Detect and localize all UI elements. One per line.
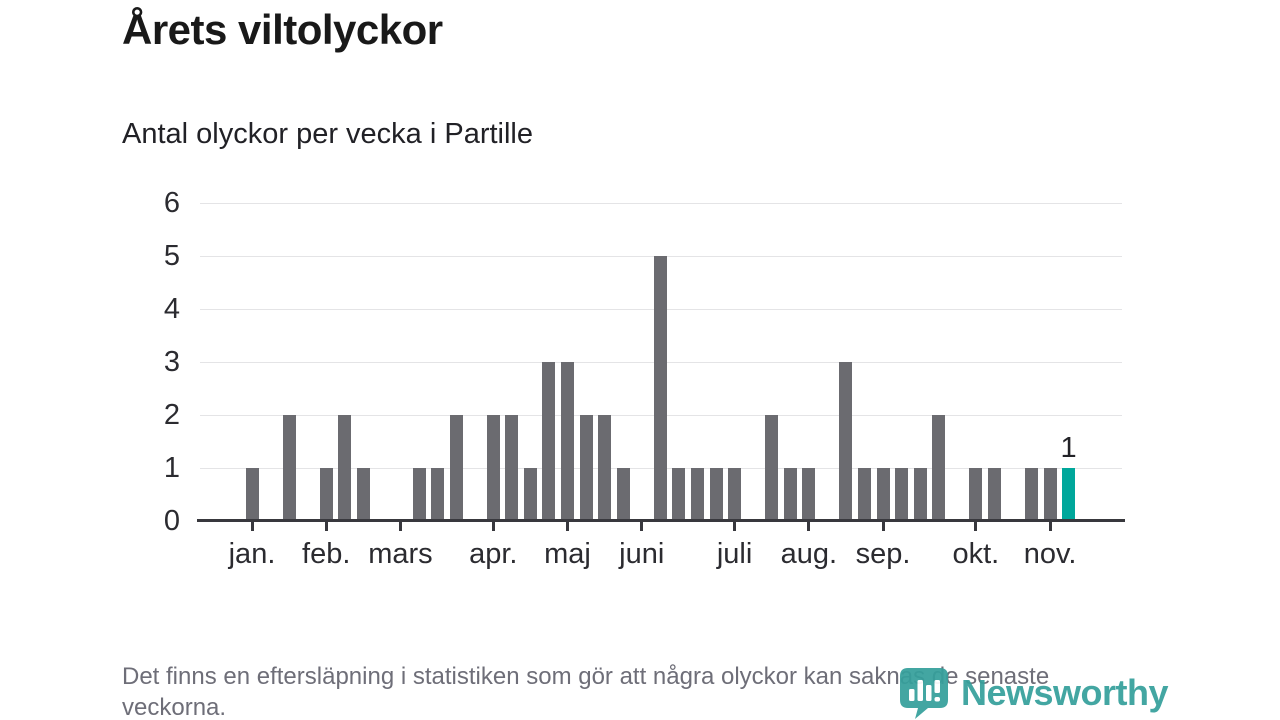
bar	[282, 415, 296, 519]
x-axis-tick	[566, 522, 570, 531]
bar	[690, 468, 704, 519]
newsworthy-logo: Newsworthy	[898, 667, 1169, 719]
y-axis-label: 6	[163, 187, 180, 219]
bar	[245, 468, 259, 519]
x-axis-month-label: juli	[716, 538, 753, 570]
x-axis-tick	[974, 522, 978, 531]
bar	[1025, 468, 1039, 519]
bar	[319, 468, 333, 519]
bar	[876, 468, 890, 519]
bar	[356, 468, 370, 519]
bar	[616, 468, 630, 519]
x-axis-tick	[398, 522, 402, 531]
bar	[579, 415, 593, 519]
x-axis-month-label: nov.	[1023, 538, 1077, 570]
x-axis-month-label: jan.	[228, 538, 276, 570]
x-axis-month-label: okt.	[952, 538, 1000, 570]
bar	[598, 415, 612, 519]
bar	[913, 468, 927, 519]
bar	[672, 468, 686, 519]
x-axis-month-label: apr.	[469, 538, 518, 570]
bar	[783, 468, 797, 519]
x-axis-month-label: maj	[544, 538, 591, 570]
chart-subtitle: Antal olyckor per vecka i Partille	[122, 118, 533, 150]
bar	[932, 415, 946, 519]
y-axis-label: 4	[163, 293, 180, 325]
last-bar-value-label: 1	[1060, 432, 1077, 464]
bar	[709, 468, 723, 519]
y-axis-label: 0	[163, 505, 180, 537]
x-axis-tick	[1048, 522, 1052, 531]
bar	[486, 415, 500, 519]
x-axis-month-label: juni	[619, 538, 665, 570]
x-axis-month-label: sep.	[855, 538, 911, 570]
y-axis-label: 1	[163, 452, 180, 484]
bar	[449, 415, 463, 519]
x-axis-line	[197, 519, 1125, 522]
gridline-y-6	[200, 202, 1122, 204]
bar-chart-plot-area: 0 1 2 3 4 5 6 1 jan. feb. mars apr. maj juni juli aug. s…	[164, 187, 1125, 570]
bar	[412, 468, 426, 519]
x-axis-tick	[881, 522, 885, 531]
bar	[653, 256, 667, 519]
x-axis-month-label: aug.	[780, 538, 838, 570]
x-axis-tick	[491, 522, 495, 531]
x-axis-tick	[733, 522, 737, 531]
bar	[431, 468, 445, 519]
bar	[765, 415, 779, 519]
y-axis-label: 5	[163, 240, 180, 272]
bar	[505, 415, 519, 519]
newsworthy-icon	[898, 667, 950, 719]
bar	[561, 362, 575, 519]
bar	[728, 468, 742, 519]
footer-note: Det finns en eftersläpning i statistiken…	[122, 663, 1050, 720]
bar	[802, 468, 816, 519]
bar	[1043, 468, 1057, 519]
bar	[542, 362, 556, 519]
highlighted-bar	[1062, 468, 1076, 519]
newsworthy-wordmark: Newsworthy	[961, 672, 1169, 713]
bar	[523, 468, 537, 519]
y-axis-label: 2	[163, 399, 180, 431]
x-axis-month-label: feb.	[302, 538, 351, 570]
bar	[895, 468, 909, 519]
bar	[987, 468, 1001, 519]
chart-title: Årets viltolyckor	[122, 6, 443, 53]
x-axis-month-label: mars	[368, 538, 433, 570]
x-axis-tick	[250, 522, 254, 531]
x-axis-tick	[324, 522, 328, 531]
x-axis-tick	[807, 522, 811, 531]
y-axis-label: 3	[163, 346, 180, 378]
bar	[839, 362, 853, 519]
bar	[969, 468, 983, 519]
x-axis-tick	[640, 522, 644, 531]
bar	[338, 415, 352, 519]
bar	[857, 468, 871, 519]
